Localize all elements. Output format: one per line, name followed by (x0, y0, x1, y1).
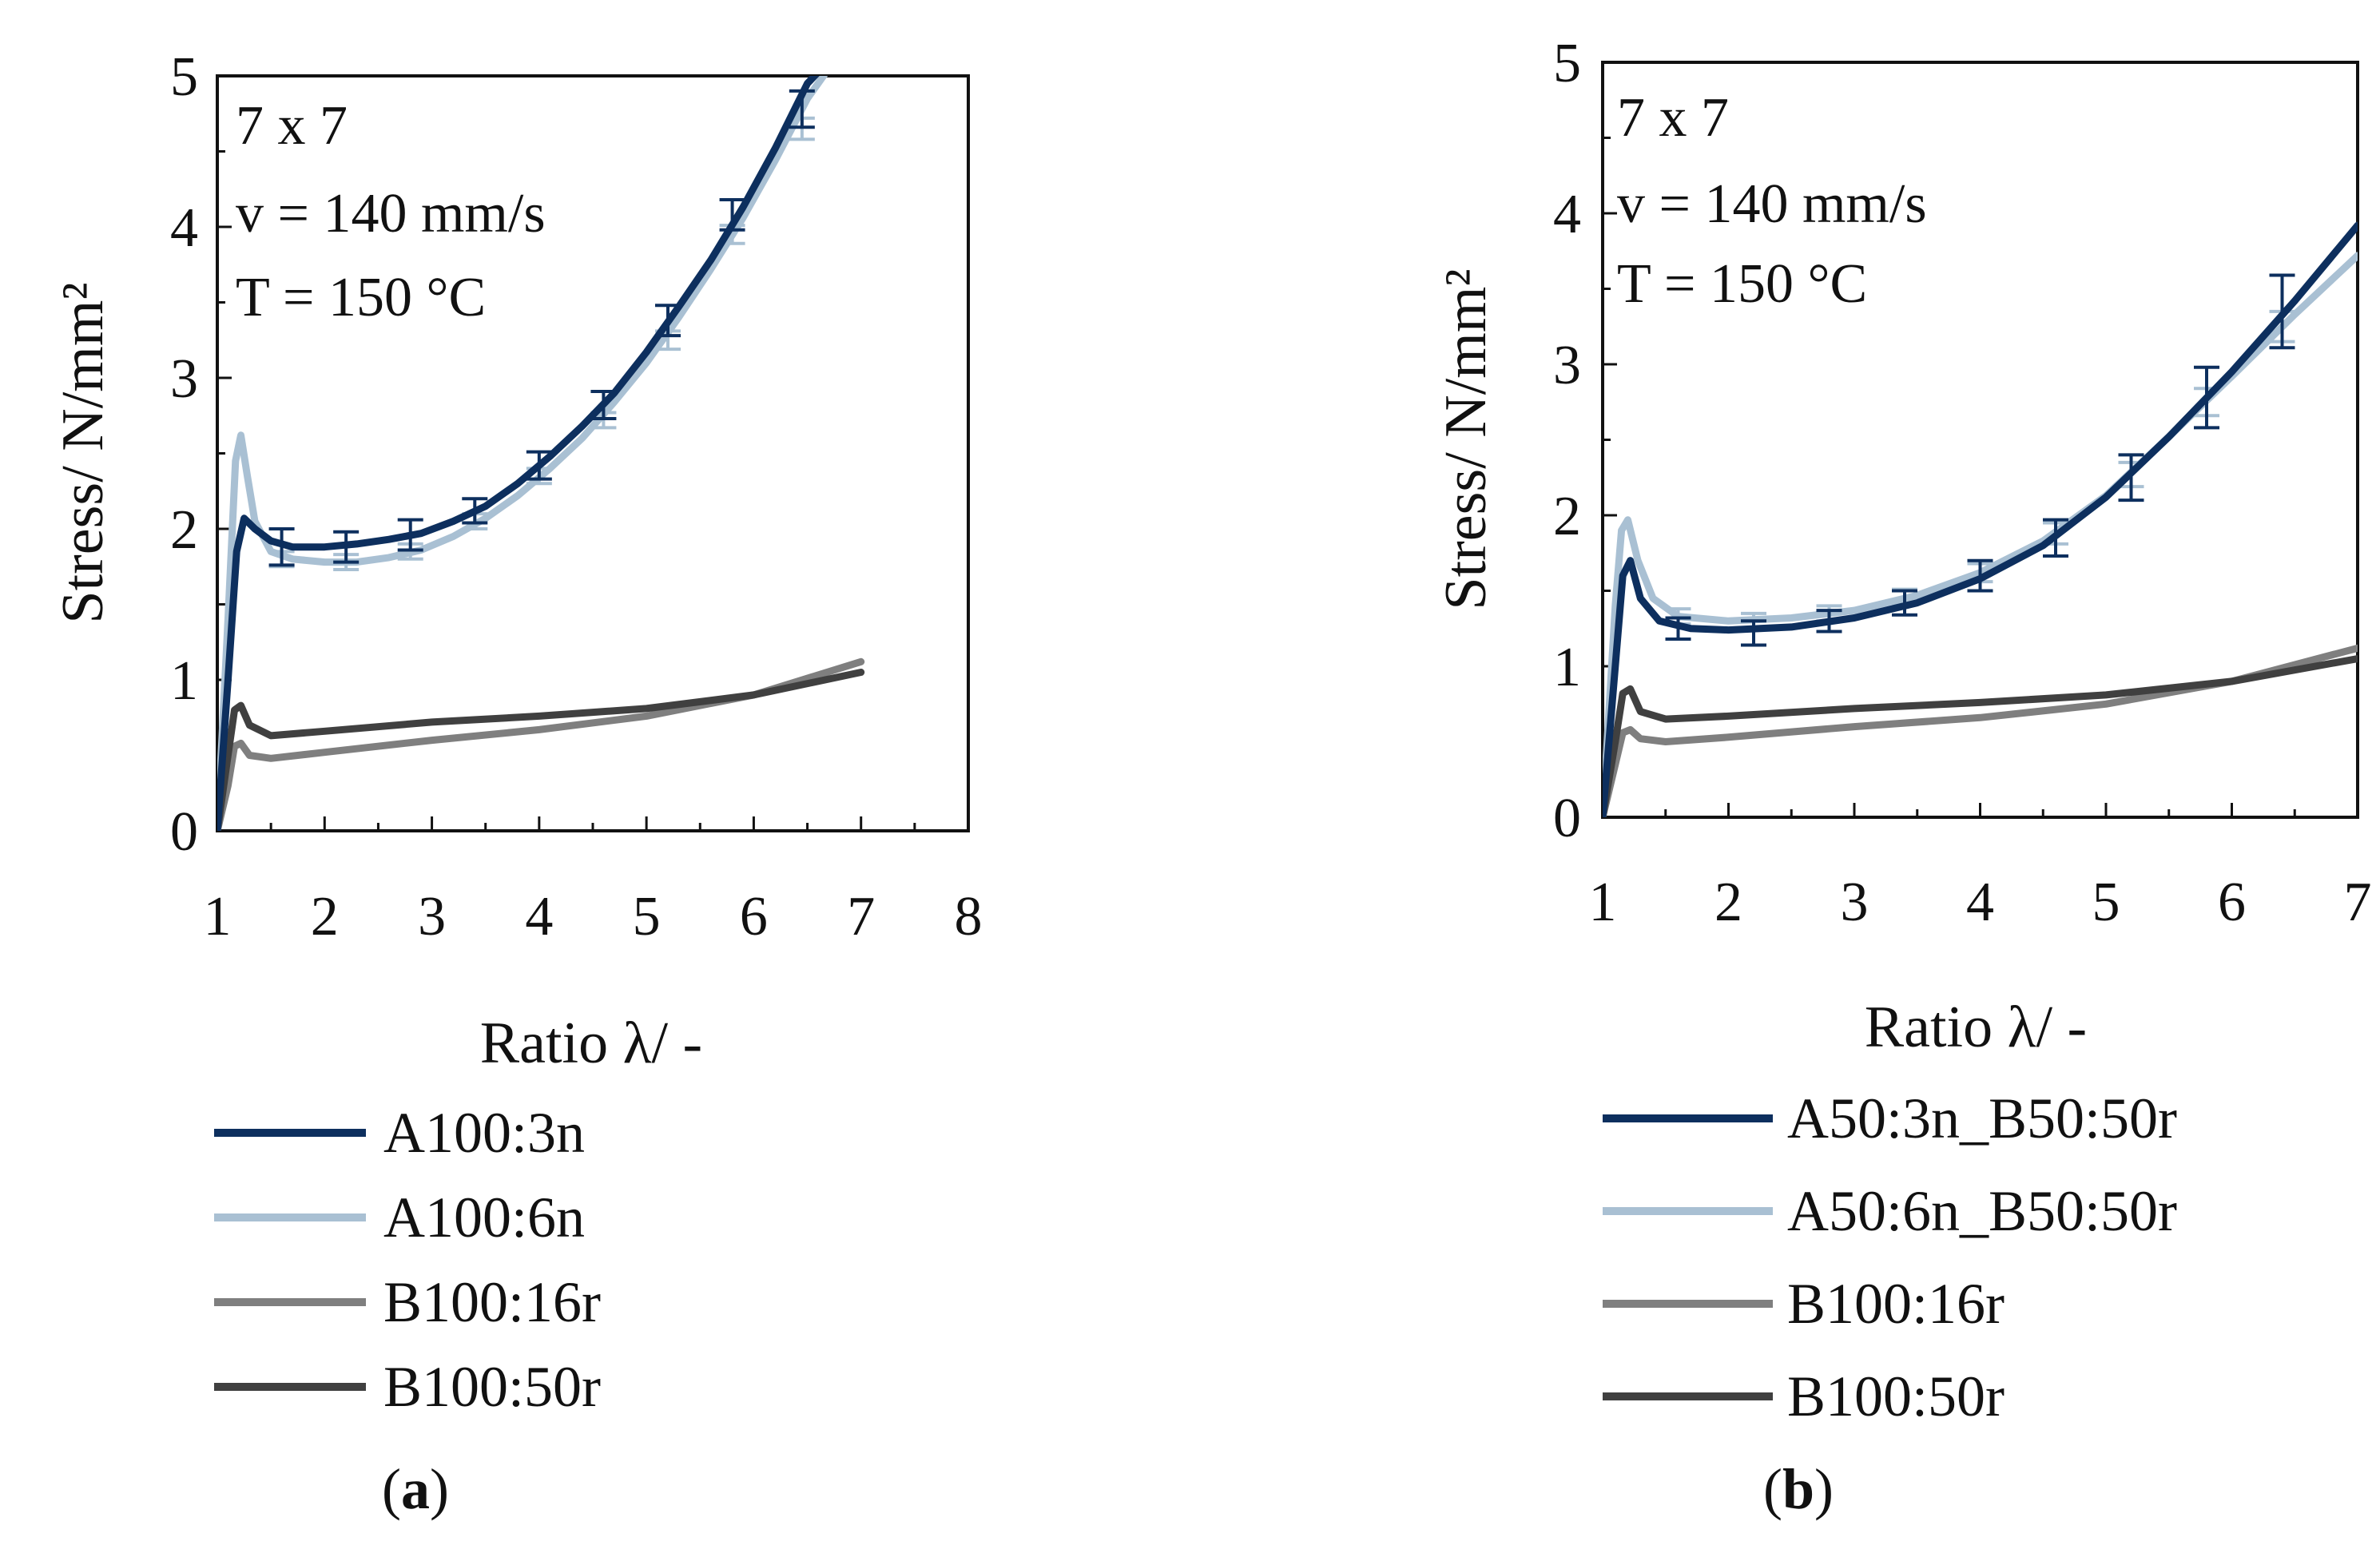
y-tick-label: 2 (170, 499, 198, 561)
annotation-grid: 7 x 7 (1617, 87, 1729, 149)
series-line-b100-16r (1603, 644, 2358, 817)
x-tick-label: 4 (525, 886, 553, 947)
x-tick-label: 5 (2092, 872, 2120, 933)
series-group-b (1603, 221, 2358, 817)
error-bar (1967, 558, 1993, 593)
error-bar (333, 530, 360, 564)
x-tick-label: 6 (2218, 872, 2246, 933)
x-tick-label: 2 (311, 886, 339, 947)
legend-a: A100:3n A100:6n B100:16r B100:50r (214, 1101, 601, 1419)
y-axis-label-a: Stress/ N/mm² (50, 282, 116, 623)
y-tick-label: 3 (170, 348, 198, 410)
series-line-b100-50r (1603, 655, 2358, 817)
y-tick-label: 1 (1553, 637, 1581, 698)
legend-label: B100:16r (383, 1270, 601, 1334)
y-tick-label: 2 (1553, 486, 1581, 547)
error-bar (2043, 518, 2068, 558)
error-bar (590, 390, 617, 421)
error-bar (1892, 589, 1917, 617)
legend-label: A50:6n_B50:50r (1787, 1179, 2177, 1243)
error-bar (397, 518, 423, 552)
y-tick-label: 4 (1553, 184, 1581, 245)
error-bar (462, 497, 488, 525)
series-line-a50-6n-b50-50r (1603, 252, 2358, 817)
y-tick-label: 0 (170, 801, 198, 863)
annotation-temperature: T = 150 °C (1617, 253, 1867, 315)
y-tick-label: 5 (1553, 33, 1581, 94)
legend-label: A50:3n_B50:50r (1787, 1086, 2177, 1150)
x-axis-label-b: Ratio λ/ - (1865, 995, 2087, 1060)
caption-b-letter: b (1782, 1457, 1814, 1521)
error-bar (526, 450, 552, 481)
caption-a-letter: a (401, 1457, 430, 1521)
series-line-b100-16r (217, 657, 865, 831)
error-bar (2118, 453, 2144, 502)
error-bar (1665, 616, 1691, 641)
legend-label: A100:6n (383, 1186, 585, 1249)
y-tick-label: 4 (170, 197, 198, 259)
series-group-a (217, 76, 865, 831)
x-tick-label: 4 (1966, 872, 1994, 933)
error-bar (789, 89, 815, 129)
caption-b: (b) (1763, 1457, 1834, 1521)
x-tick-label: 1 (1589, 872, 1617, 933)
annotation-velocity: v = 140 mm/s (236, 183, 546, 244)
error-bar (2269, 273, 2295, 350)
y-axis-label-b: Stress/ N/mm² (1433, 268, 1499, 610)
y-tick-label: 3 (1553, 335, 1581, 396)
series-line-a50-3n-b50-50r (1603, 221, 2358, 817)
y-tick-label: 0 (1553, 788, 1581, 849)
series-line-a100-6n (217, 76, 828, 831)
legend-label: B100:16r (1787, 1272, 2005, 1336)
x-tick-label: 7 (2344, 872, 2372, 933)
x-tick-label: 1 (204, 886, 232, 947)
x-tick-label: 6 (740, 886, 768, 947)
caption-a: (a) (382, 1457, 449, 1521)
error-bar (2194, 365, 2219, 430)
x-tick-label: 7 (847, 886, 875, 947)
y-tick-label: 1 (170, 650, 198, 712)
x-tick-label: 2 (1714, 872, 1742, 933)
error-bar (1741, 619, 1766, 647)
annotation-grid: 7 x 7 (236, 95, 348, 157)
error-bar (719, 197, 745, 232)
error-bar (268, 527, 295, 567)
legend-b: A50:3n_B50:50r A50:6n_B50:50r B100:16r B100… (1603, 1086, 2177, 1428)
y-tick-label: 5 (170, 46, 198, 108)
x-tick-label: 5 (633, 886, 661, 947)
x-tick-label: 3 (1841, 872, 1869, 933)
annotation-velocity: v = 140 mm/s (1617, 173, 1927, 235)
x-tick-label: 8 (955, 886, 983, 947)
x-tick-label: 3 (418, 886, 446, 947)
error-bar (655, 304, 681, 338)
x-axis-label-a: Ratio λ/ - (480, 1011, 702, 1076)
series-line-b100-50r (217, 669, 865, 831)
series-line-a100-3n (217, 76, 820, 831)
error-bar (1816, 609, 1842, 634)
annotation-temperature: T = 150 °C (236, 267, 486, 328)
legend-label: B100:50r (383, 1355, 601, 1419)
legend-label: A100:3n (383, 1101, 585, 1165)
legend-label: B100:50r (1787, 1364, 2005, 1428)
